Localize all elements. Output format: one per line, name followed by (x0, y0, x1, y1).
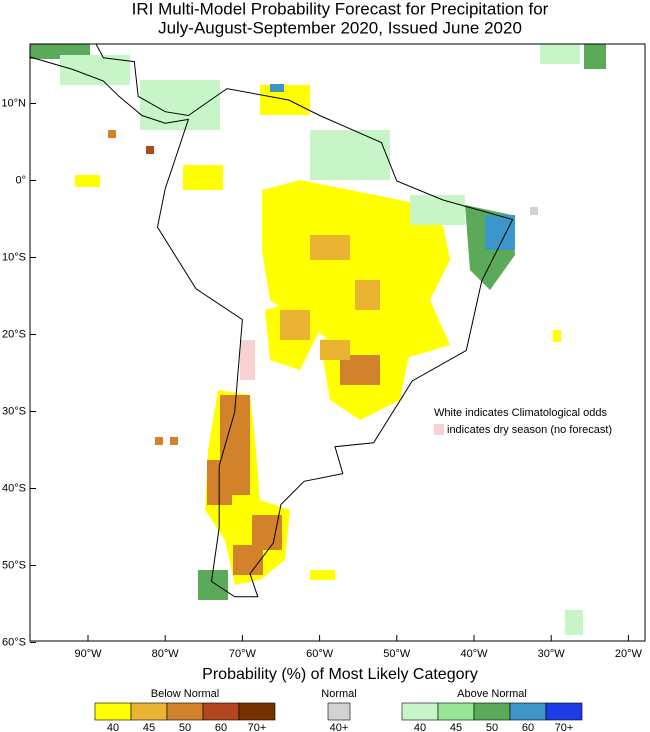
lat-tick-label: 10°S (2, 251, 26, 263)
legend-label: 70+ (555, 722, 574, 732)
legend-group-label: Above Normal (457, 688, 527, 700)
legend-swatch (473, 702, 511, 721)
legend-swatch (94, 702, 132, 721)
lon-tick-label: 50°W (383, 648, 411, 660)
forecast-cells (30, 44, 606, 635)
legend-title: Probability (%) of Most Likely Category (202, 666, 478, 683)
lon-tick-label: 60°W (306, 648, 334, 660)
lat-tick-label: 30°S (2, 405, 26, 417)
legend-label: 70+ (248, 722, 267, 732)
title: July-August-September 2020, Issued June … (158, 18, 522, 37)
legend-swatch (238, 702, 276, 721)
legend-swatch (130, 702, 168, 721)
lon-tick-label: 40°W (460, 648, 488, 660)
legend-swatch (166, 702, 204, 721)
lon-tick-label: 80°W (152, 648, 180, 660)
legend-label: 40 (107, 722, 119, 732)
legend-group-label: Normal (321, 688, 356, 700)
map-frame (29, 43, 646, 642)
legend-swatch (401, 702, 439, 721)
lat-tick-label: 0° (15, 174, 26, 186)
legend-swatch (327, 702, 351, 721)
legend-label: 40+ (330, 722, 349, 732)
legend-label: 60 (215, 722, 227, 732)
lat-tick-label: 40°S (2, 482, 26, 494)
lon-tick-label: 70°W (229, 648, 257, 660)
legend-label: 45 (143, 722, 155, 732)
legend-group-label: Below Normal (151, 688, 219, 700)
note: White indicates Climatological odds (434, 407, 608, 419)
legend-label: 45 (450, 722, 462, 732)
legend-label: 60 (522, 722, 534, 732)
coastline (29, 43, 514, 598)
lon-tick-label: 20°W (615, 648, 643, 660)
note: indicates dry season (no forecast) (447, 424, 612, 436)
legend-swatch (509, 702, 547, 721)
map: White indicates Climatological odds indi… (29, 43, 646, 642)
lat-tick-label: 50°S (2, 559, 26, 571)
title: IRI Multi-Model Probability Forecast for… (132, 0, 549, 18)
axis-ticks: 10°N 0° 10°S 20°S 30°S 40°S 50°S 60°S 90°W 80°W 70… (1, 97, 642, 660)
legend-label: 50 (486, 722, 498, 732)
legend-swatch (437, 702, 475, 721)
lon-tick-label: 90°W (74, 648, 102, 660)
lat-tick-label: 10°N (1, 97, 26, 109)
legend: Below Normal 40 45 50 60 70+ Normal 40+ Above No… (94, 688, 583, 732)
legend-label: 40 (414, 722, 426, 732)
legend-label: 50 (179, 722, 191, 732)
legend-swatch (545, 702, 583, 721)
legend-swatch (202, 702, 240, 721)
lat-tick-label: 20°S (2, 328, 26, 340)
lon-tick-label: 30°W (538, 648, 566, 660)
lat-tick-label: 60°S (2, 636, 26, 648)
note-box: White indicates Climatological odds indi… (432, 405, 617, 439)
